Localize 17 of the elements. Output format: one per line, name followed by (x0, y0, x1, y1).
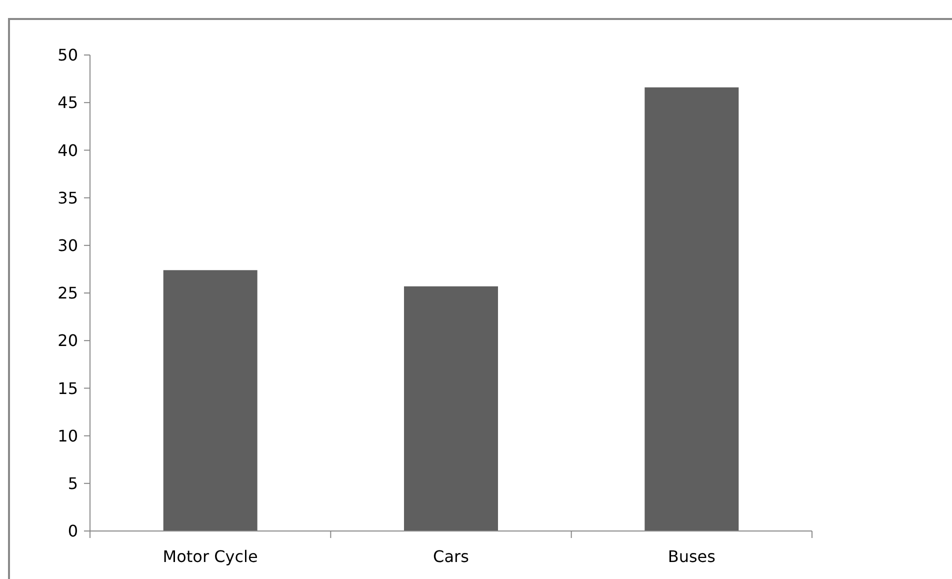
y-tick-label: 40 (58, 140, 78, 160)
x-tick-label: Motor Cycle (162, 547, 258, 566)
y-tick-label: 20 (58, 331, 78, 350)
y-tick-label: 35 (58, 188, 78, 208)
y-tick-label: 0 (68, 522, 78, 541)
y-tick-label: 15 (58, 378, 78, 398)
bar (644, 87, 739, 531)
y-tick-label: 5 (68, 474, 78, 493)
y-tick-label: 45 (58, 93, 78, 112)
y-tick-label: 10 (58, 426, 78, 446)
x-tick-label: Cars (433, 547, 469, 566)
y-tick-label: 30 (58, 236, 78, 255)
x-tick-label: Buses (668, 547, 716, 566)
y-tick-label: 25 (58, 284, 78, 303)
bar (163, 270, 258, 531)
y-tick-label: 50 (58, 46, 78, 65)
bar (404, 286, 498, 531)
